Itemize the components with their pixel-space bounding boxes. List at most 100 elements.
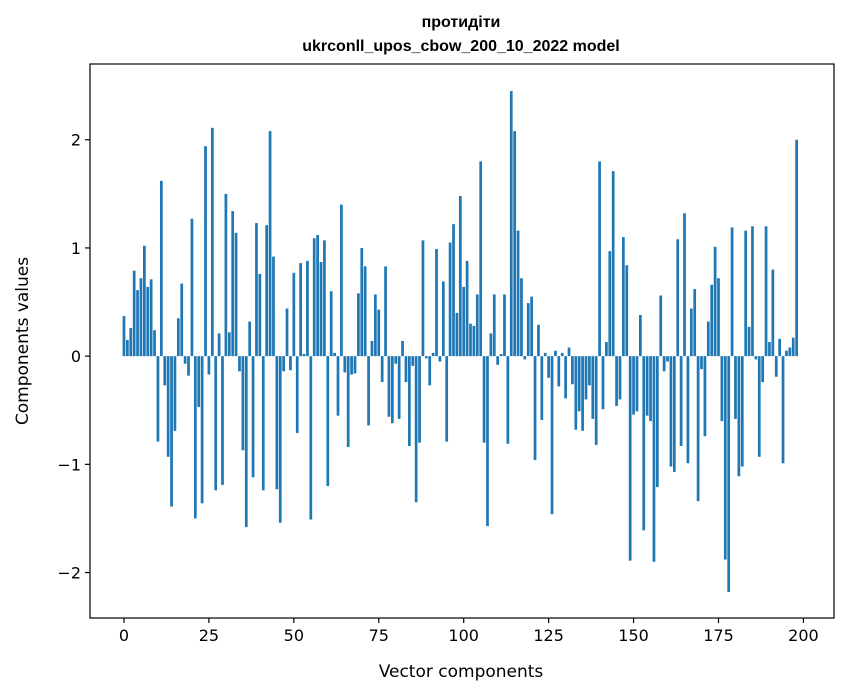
bar-34 xyxy=(238,356,241,372)
bar-153 xyxy=(642,356,646,531)
bar-170 xyxy=(700,356,703,370)
bar-160 xyxy=(666,356,669,362)
bar-116 xyxy=(516,230,520,357)
bar-77 xyxy=(384,266,387,357)
bar-81 xyxy=(397,356,401,419)
x-tick-label-150: 150 xyxy=(618,626,649,645)
bar-135 xyxy=(581,356,584,431)
bar-165 xyxy=(683,213,686,357)
bar-13 xyxy=(166,356,170,457)
y-axis-label: Components values xyxy=(13,257,33,425)
bar-143 xyxy=(608,251,612,357)
bar-126 xyxy=(550,356,554,515)
bar-172 xyxy=(706,321,710,357)
bar-139 xyxy=(594,356,598,445)
bar-198 xyxy=(795,139,798,357)
bar-161 xyxy=(669,356,673,467)
bar-57 xyxy=(316,234,319,357)
bar-133 xyxy=(574,356,578,430)
y-tick-label-3: 1 xyxy=(71,239,81,258)
bar-78 xyxy=(387,356,391,417)
bar-158 xyxy=(659,295,663,357)
bar-107 xyxy=(486,356,489,527)
bar-87 xyxy=(418,356,421,443)
bar-18 xyxy=(183,356,187,364)
bar-195 xyxy=(785,350,788,357)
bar-76 xyxy=(380,356,384,383)
x-tick-label-25: 25 xyxy=(199,626,219,645)
bar-series xyxy=(122,91,798,593)
bar-179 xyxy=(730,227,734,357)
bar-2 xyxy=(129,328,133,357)
bar-71 xyxy=(363,266,367,357)
bar-181 xyxy=(737,356,741,477)
bar-55 xyxy=(309,356,313,520)
bar-163 xyxy=(676,239,680,357)
bar-15 xyxy=(173,356,177,431)
bar-157 xyxy=(655,356,659,488)
bar-27 xyxy=(214,356,218,491)
bar-167 xyxy=(689,308,693,357)
bar-192 xyxy=(774,356,778,377)
bar-82 xyxy=(401,341,404,357)
bar-191 xyxy=(771,269,775,357)
x-tick-label-125: 125 xyxy=(533,626,564,645)
bar-122 xyxy=(537,324,540,357)
bar-90 xyxy=(428,356,432,386)
bar-141 xyxy=(601,356,605,410)
bar-72 xyxy=(367,356,370,426)
bar-68 xyxy=(353,356,357,374)
bar-35 xyxy=(241,356,245,451)
bar-59 xyxy=(323,240,326,357)
bar-67 xyxy=(350,356,353,375)
bar-30 xyxy=(224,193,228,357)
bar-114 xyxy=(509,91,513,357)
bar-125 xyxy=(547,356,550,378)
bar-50 xyxy=(292,272,296,357)
bar-75 xyxy=(377,309,381,357)
bar-194 xyxy=(781,356,785,464)
x-tick-label-100: 100 xyxy=(448,626,479,645)
bar-152 xyxy=(639,315,642,357)
bar-159 xyxy=(662,356,666,372)
bar-93 xyxy=(438,356,442,362)
bar-58 xyxy=(319,262,323,357)
bar-11 xyxy=(159,180,163,357)
bar-111 xyxy=(499,353,503,357)
bar-164 xyxy=(679,356,683,446)
bar-99 xyxy=(458,196,462,357)
bar-100 xyxy=(462,286,466,357)
bar-79 xyxy=(391,356,394,424)
bar-60 xyxy=(326,356,330,486)
bar-155 xyxy=(649,356,652,422)
bar-132 xyxy=(571,356,574,385)
bar-86 xyxy=(414,356,418,503)
bar-10 xyxy=(156,356,160,442)
y-tick-label-2: 0 xyxy=(71,347,81,366)
bar-115 xyxy=(513,131,517,357)
bar-127 xyxy=(554,350,557,357)
bar-162 xyxy=(672,356,676,472)
bar-124 xyxy=(543,352,547,357)
bar-64 xyxy=(340,204,343,357)
bar-119 xyxy=(526,303,530,357)
x-tick-label-50: 50 xyxy=(284,626,304,645)
bar-142 xyxy=(605,342,608,357)
chart-subtitle: ukrconll_upos_cbow_200_10_2022 model xyxy=(302,38,619,55)
bar-144 xyxy=(611,171,615,357)
bar-197 xyxy=(791,337,795,357)
bar-137 xyxy=(588,356,591,386)
bar-97 xyxy=(452,224,455,357)
bar-150 xyxy=(632,356,635,415)
bar-20 xyxy=(190,218,194,357)
bar-6 xyxy=(143,245,146,357)
bar-188 xyxy=(761,356,765,383)
bar-5 xyxy=(139,278,143,357)
bar-48 xyxy=(285,308,289,357)
bar-21 xyxy=(193,356,197,519)
bar-42 xyxy=(265,225,269,357)
bar-23 xyxy=(200,356,204,504)
x-tick-label-75: 75 xyxy=(369,626,389,645)
bar-169 xyxy=(696,356,700,502)
bar-46 xyxy=(278,356,282,523)
